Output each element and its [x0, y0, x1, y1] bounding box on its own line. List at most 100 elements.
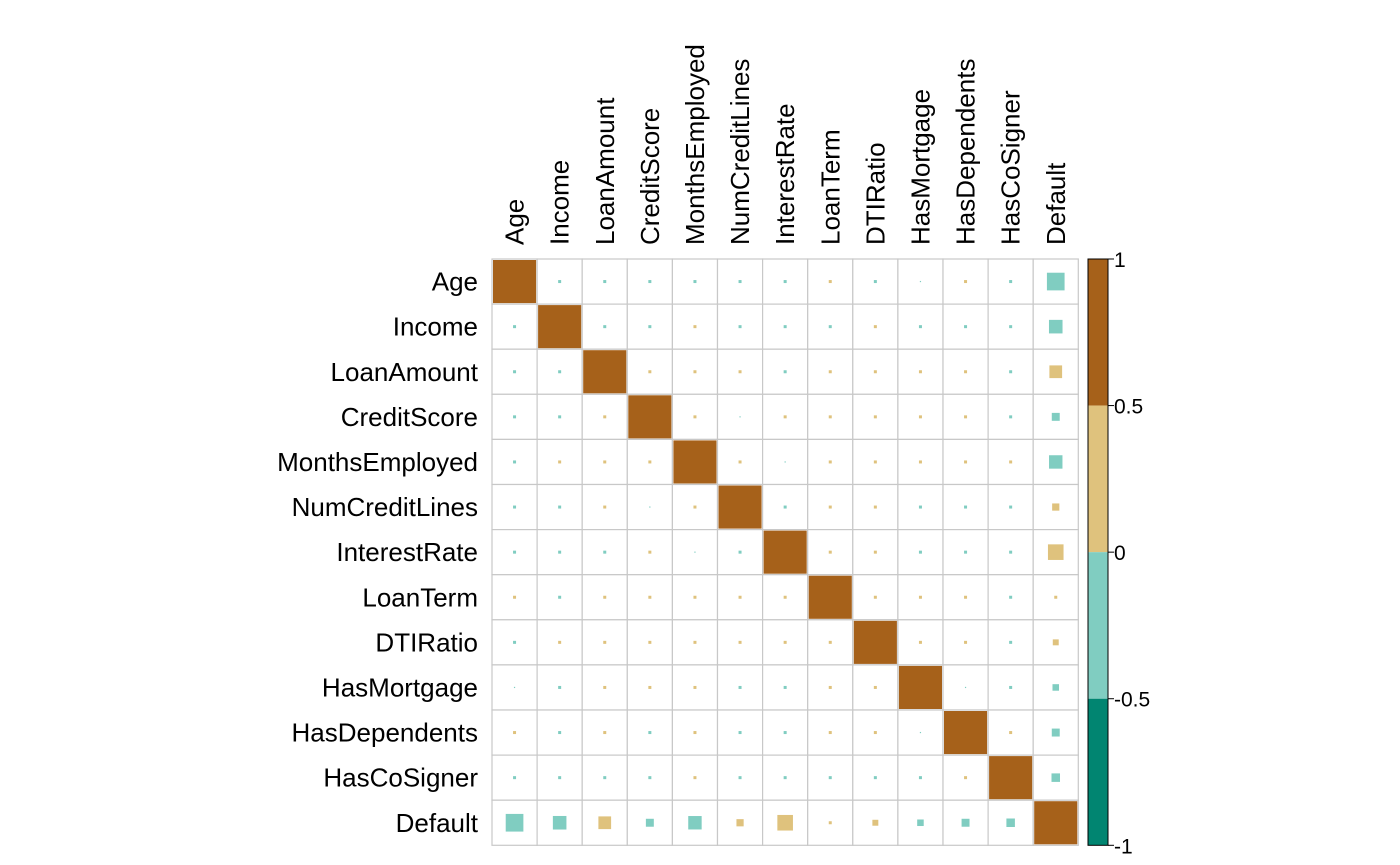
- row-label: LoanTerm: [362, 582, 478, 612]
- correlation-square: [898, 665, 942, 709]
- correlation-square: [1009, 640, 1013, 644]
- correlation-square: [1047, 544, 1064, 560]
- correlation-square: [513, 640, 517, 644]
- correlation-square: [917, 819, 924, 827]
- row-label: Income: [393, 312, 478, 342]
- row-label: DTIRatio: [375, 627, 478, 657]
- row-label: NumCreditLines: [292, 492, 478, 522]
- correlation-square: [558, 595, 562, 599]
- correlation-square: [944, 711, 988, 755]
- correlation-square: [964, 640, 968, 644]
- correlation-square: [964, 415, 968, 419]
- grid-cell: [987, 483, 1034, 531]
- correlation-square: [693, 370, 697, 374]
- correlation-square: [738, 640, 742, 644]
- correlation-square: [873, 776, 877, 780]
- column-label: HasCoSigner: [996, 90, 1026, 245]
- correlation-square: [603, 415, 607, 419]
- correlation-square: [558, 550, 562, 554]
- correlation-square: [1009, 460, 1013, 464]
- correlation-square: [918, 505, 922, 509]
- correlation-square: [873, 731, 877, 735]
- correlation-square: [964, 325, 968, 329]
- correlation-square: [513, 776, 517, 780]
- correlation-square: [873, 370, 877, 374]
- correlation-square: [1009, 731, 1013, 735]
- correlation-square: [603, 460, 607, 464]
- column-label: Default: [1041, 162, 1071, 245]
- legend-swatch: [1088, 698, 1108, 846]
- correlation-square: [739, 416, 741, 418]
- correlation-square: [873, 280, 877, 284]
- correlation-square: [828, 640, 832, 644]
- correlation-square: [783, 415, 787, 419]
- correlation-square: [648, 776, 652, 780]
- correlation-square: [961, 818, 970, 827]
- correlation-square: [1049, 365, 1063, 379]
- correlation-square: [513, 325, 517, 329]
- correlation-square: [828, 280, 832, 284]
- correlation-square: [828, 460, 832, 464]
- column-label: HasDependents: [951, 59, 981, 245]
- column-labels: Age Income LoanAmount CreditScore MonthsEmpl…: [500, 44, 1071, 245]
- row-label: HasMortgage: [322, 672, 478, 702]
- correlation-square: [1009, 370, 1013, 374]
- row-label: Age: [432, 267, 478, 297]
- correlation-square: [828, 505, 832, 509]
- correlation-square: [738, 370, 742, 374]
- correlation-square: [918, 640, 922, 644]
- correlation-square: [777, 814, 793, 831]
- correlation-square: [918, 595, 922, 599]
- correlation-square: [736, 819, 744, 827]
- correlation-square: [1009, 415, 1013, 419]
- grid-cell: [491, 303, 538, 350]
- correlation-square: [645, 818, 654, 827]
- correlation-square: [673, 440, 717, 484]
- correlation-square: [603, 325, 607, 329]
- correlation-square: [513, 415, 517, 419]
- grid-cell: [761, 799, 809, 846]
- correlation-square: [1052, 503, 1060, 511]
- correlation-square: [1049, 455, 1063, 469]
- correlation-square: [873, 325, 877, 329]
- correlation-square: [872, 819, 879, 826]
- correlation-square: [1009, 505, 1013, 509]
- correlation-square: [558, 685, 562, 689]
- correlation-square: [783, 776, 787, 780]
- correlation-square: [918, 776, 922, 780]
- column-label: DTIRatio: [860, 142, 890, 245]
- correlation-square: [783, 325, 787, 329]
- correlation-square: [558, 370, 562, 374]
- column-label: InterestRate: [770, 103, 800, 245]
- row-label: HasDependents: [292, 718, 478, 748]
- correlation-square: [1046, 272, 1065, 291]
- color-legend: 1 0.5 0 -0.5 -1: [1087, 249, 1150, 858]
- correlation-square: [693, 415, 697, 419]
- correlation-square: [918, 550, 922, 554]
- correlation-square: [873, 550, 877, 554]
- correlation-square: [918, 325, 922, 329]
- correlation-square: [738, 550, 742, 554]
- grid-cell: [807, 799, 854, 846]
- correlation-square: [964, 550, 968, 554]
- correlation-square: [763, 530, 807, 574]
- correlation-square: [738, 776, 742, 780]
- column-label: Age: [500, 199, 530, 245]
- row-label: HasCoSigner: [323, 763, 478, 793]
- correlation-square: [964, 370, 968, 374]
- correlation-square: [603, 776, 607, 780]
- correlation-square: [783, 505, 787, 509]
- correlation-square: [918, 460, 922, 464]
- correlation-square: [603, 640, 607, 644]
- correlation-square: [738, 595, 742, 599]
- correlation-square: [648, 685, 652, 689]
- column-label: LoanAmount: [590, 97, 620, 245]
- correlation-square: [738, 280, 742, 284]
- correlation-square: [693, 280, 697, 284]
- correlation-square: [828, 325, 832, 329]
- correlation-square: [693, 325, 697, 329]
- correlation-square: [648, 370, 652, 374]
- legend-tick-label: 0.5: [1114, 396, 1143, 419]
- correlation-square: [873, 685, 877, 689]
